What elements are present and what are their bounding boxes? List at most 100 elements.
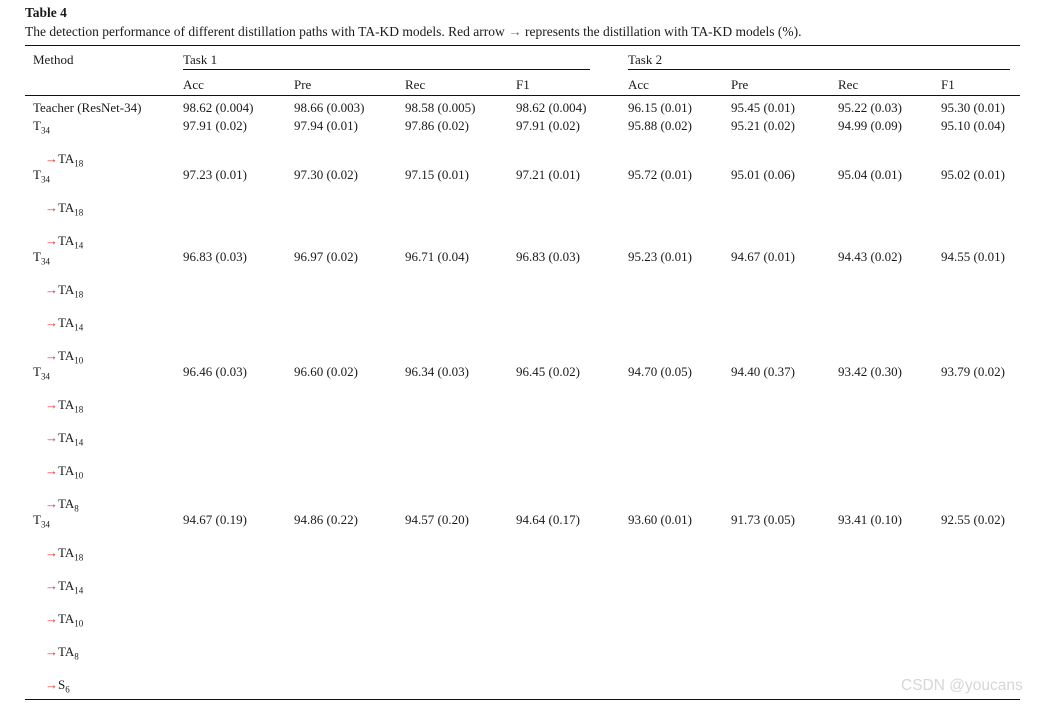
metric-value: 95.10 (0.04) [941, 118, 1005, 133]
method-label: T34 [33, 249, 183, 266]
metric-value: 96.83 (0.03) [516, 249, 580, 264]
model-size-subscript: 10 [74, 470, 84, 481]
method-distill-step: →TA10 [33, 348, 183, 366]
caption-text-before: The detection performance of different d… [25, 24, 509, 39]
model-size-subscript: 34 [40, 174, 50, 185]
table-row: T34 →TA18 →TA14 →TA10 96.83 (0.03) 96.97 (0… [25, 249, 1020, 366]
method-cell: T34 →TA18 →TA14 [25, 167, 183, 251]
metric-value: 93.79 (0.02) [941, 364, 1005, 379]
table-row: T34 →TA18 →TA14 97.23 (0.01) 97.30 (0.02) … [25, 167, 1020, 251]
method-cell: T34 →TA18 →TA14 →TA10 →TA8 [25, 364, 183, 513]
table-row: T34 →TA18 →TA14 →TA10 →TA8 →S6 94.67 (0.19) 9… [25, 512, 1020, 695]
distill-arrow-icon: → [45, 282, 58, 297]
distill-arrow-icon: → [45, 151, 58, 166]
metric-value: 96.34 (0.03) [405, 364, 469, 379]
method-distill-step: →S6 [33, 677, 183, 695]
model-size-subscript: 18 [74, 404, 84, 415]
model-name: T [33, 249, 41, 264]
model-name: TA [58, 496, 75, 511]
metric-value: 95.22 (0.03) [838, 100, 902, 115]
model-size-subscript: 6 [65, 684, 70, 695]
metric-value: 96.45 (0.02) [516, 364, 580, 379]
model-size-subscript: 34 [40, 371, 50, 382]
distill-arrow-icon: → [45, 200, 58, 215]
distill-arrow-icon: → [45, 644, 58, 659]
metric-value: 94.67 (0.19) [183, 512, 247, 527]
metric-value: 93.42 (0.30) [838, 364, 902, 379]
model-size-subscript: 14 [74, 240, 84, 251]
distill-arrow-icon: → [45, 463, 58, 478]
model-name: TA [58, 233, 75, 248]
metric-value: 94.67 (0.01) [731, 249, 795, 264]
method-label: T34 [33, 167, 183, 185]
metric-value: 97.91 (0.02) [516, 118, 580, 133]
metric-value: 97.91 (0.02) [183, 118, 247, 133]
metric-value: 94.55 (0.01) [941, 249, 1005, 264]
distill-arrow-icon: → [45, 397, 58, 412]
metric-value: 95.30 (0.01) [941, 100, 1005, 115]
metric-value: 96.15 (0.01) [628, 100, 692, 115]
model-size-subscript: 14 [74, 437, 84, 448]
method-label: T34 [33, 512, 183, 529]
model-size-subscript: 10 [74, 355, 84, 366]
metric-value: 96.97 (0.02) [294, 249, 358, 264]
column-header-task2-pre: Pre [731, 77, 749, 92]
method-distill-step: →TA10 [33, 463, 183, 481]
metric-value: 93.60 (0.01) [628, 512, 692, 527]
paper-table: Method Task 1 Task 2 Acc Pre Rec F1 Acc … [25, 45, 1020, 700]
table-body: Teacher (ResNet-34) 98.62 (0.004) 98.66 … [25, 100, 1020, 700]
watermark: CSDN @youcans [901, 677, 1023, 694]
column-header-task2-rec: Rec [838, 77, 859, 92]
distill-arrow-icon: → [45, 545, 58, 560]
table-row: Teacher (ResNet-34) 98.62 (0.004) 98.66 … [25, 100, 1020, 116]
table-header-groups: Method Task 1 Task 2 [25, 46, 1020, 70]
metric-value: 95.21 (0.02) [731, 118, 795, 133]
model-name: T [33, 118, 41, 133]
metric-value: 92.55 (0.02) [941, 512, 1005, 527]
method-distill-step: →TA14 [33, 430, 183, 448]
model-name: TA [58, 397, 75, 412]
distill-arrow-icon: → [45, 611, 58, 626]
metric-value: 94.57 (0.20) [405, 512, 469, 527]
method-distill-step: →TA14 [33, 233, 183, 251]
metric-value: 96.60 (0.02) [294, 364, 358, 379]
model-size-subscript: 18 [74, 158, 84, 169]
metric-value: 94.70 (0.05) [628, 364, 692, 379]
distill-arrow-icon: → [45, 677, 58, 692]
metric-value: 96.71 (0.04) [405, 249, 469, 264]
model-name: T [33, 512, 41, 527]
metric-value: 98.62 (0.004) [183, 100, 254, 115]
distill-arrow-icon: → [45, 578, 58, 593]
metric-value: 95.45 (0.01) [731, 100, 795, 115]
column-header-task2-f1: F1 [941, 77, 955, 92]
method-distill-step: →TA18 [33, 282, 183, 299]
metric-value: 95.04 (0.01) [838, 167, 902, 182]
table-subheader-row: Acc Pre Rec F1 Acc Pre Rec F1 [25, 70, 1020, 96]
model-name: TA [58, 200, 75, 215]
metric-value: 94.43 (0.02) [838, 249, 902, 264]
metric-value: 98.58 (0.005) [405, 100, 476, 115]
metric-value: 94.40 (0.37) [731, 364, 795, 379]
method-distill-step: →TA18 [33, 397, 183, 415]
method-cell: T34 →TA18 →TA14 →TA10 [25, 249, 183, 366]
method-distill-step: →TA18 [33, 151, 183, 169]
caption-text-after: represents the distillation with TA-KD m… [521, 24, 802, 39]
metric-value: 95.02 (0.01) [941, 167, 1005, 182]
table-caption: The detection performance of different d… [25, 24, 1048, 40]
column-header-task1-f1: F1 [516, 77, 530, 92]
model-name: TA [58, 578, 75, 593]
distill-arrow-icon: → [45, 233, 58, 248]
model-name: TA [58, 545, 75, 560]
method-cell: T34 →TA18 →TA14 →TA10 →TA8 →S6 [25, 512, 183, 695]
model-name: TA [58, 644, 75, 659]
metric-value: 94.64 (0.17) [516, 512, 580, 527]
model-name: T [33, 167, 41, 182]
distill-arrow-icon: → [45, 348, 58, 363]
metric-value: 95.23 (0.01) [628, 249, 692, 264]
metric-value: 94.86 (0.22) [294, 512, 358, 527]
model-name: T [33, 364, 41, 379]
distill-arrow-icon: → [45, 496, 58, 511]
group-header-task2: Task 2 [628, 46, 1010, 70]
metric-value: 97.30 (0.02) [294, 167, 358, 182]
metric-value: 96.46 (0.03) [183, 364, 247, 379]
